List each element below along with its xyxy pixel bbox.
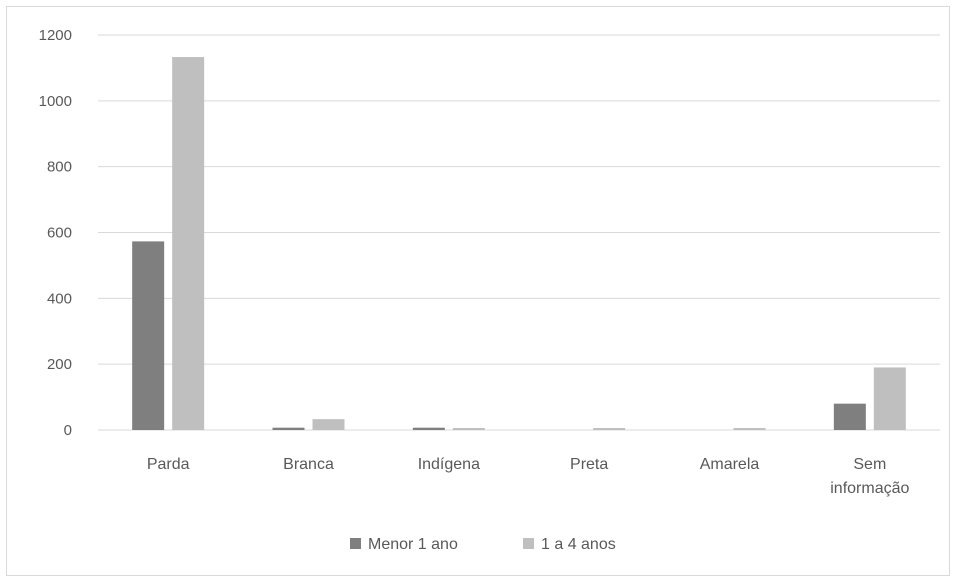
x-axis-tick-labels: Parda Branca Indígena Preta Amarela Sem inform… [147,456,910,497]
y-tick-label: 1000 [39,93,72,110]
y-tick-label: 0 [64,422,72,439]
bar [412,427,445,430]
legend-label: Menor 1 ano [368,536,458,553]
y-tick-label: 1200 [39,27,72,44]
y-tick-label: 800 [47,159,72,176]
gridlines [98,34,940,431]
y-tick-label: 200 [47,356,72,373]
x-tick-label: Sem [853,456,886,473]
bar [132,241,165,430]
bar [172,57,205,430]
y-tick-label: 400 [47,290,72,307]
bars [132,57,906,430]
x-tick-label: Amarela [700,456,760,473]
legend-label: 1 a 4 anos [541,536,616,553]
bar [272,427,305,430]
legend-swatch [350,538,361,549]
bar [733,428,766,430]
y-tick-label: 600 [47,225,72,242]
bar [452,428,485,430]
x-tick-label: informação [830,480,909,497]
bar [312,419,345,430]
legend-swatch [523,538,534,549]
x-tick-label: Preta [570,456,608,473]
x-tick-label: Parda [147,456,190,473]
x-tick-label: Branca [283,456,334,473]
bar [593,428,626,430]
x-tick-label: Indígena [418,456,480,473]
legend: Menor 1 ano 1 a 4 anos [350,536,616,553]
y-axis-tick-labels: 0 200 400 600 800 1000 1200 [39,27,72,439]
bar [833,403,866,430]
bar [873,367,906,430]
